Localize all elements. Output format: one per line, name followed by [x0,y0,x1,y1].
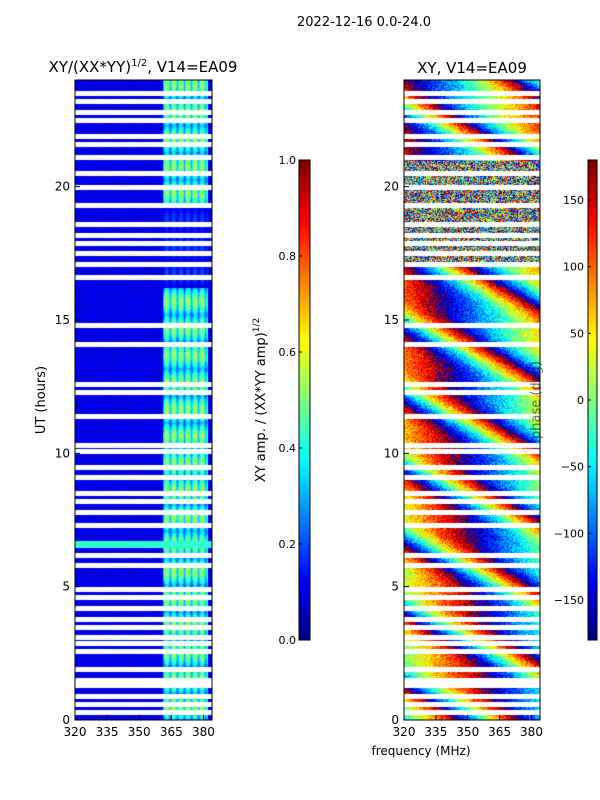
x-tick-label: 380 [520,725,543,739]
figure-title: 2022-12-16 0.0-24.0 [297,15,431,30]
y-tick-label: 0 [391,713,399,727]
x-axis-label: frequency (MHz) [371,744,470,758]
colorbar-tick-label: 100 [563,261,584,274]
phase-plot-frame [403,79,541,721]
y-tick-label: 0 [62,713,70,727]
colorbar-tick-label: −150 [554,594,584,607]
x-tick-label: 380 [192,725,215,739]
colorbar-tick-label: −50 [561,461,584,474]
amplitude-colorbar-label-main: XY amp. / (XX*YY amp) [254,332,269,482]
phase-colorbar-ticks: −150 −100 −50 0 50 100 150 [554,194,591,607]
amplitude-heatmap-container [75,80,212,720]
y-tick-label: 20 [384,180,399,194]
amplitude-colorbar-container [299,160,310,640]
x-tick-label: 335 [424,725,447,739]
y-tick-label: 15 [55,313,70,327]
amplitude-title-exponent: 1/2 [131,58,147,69]
amplitude-panel-title: XY/(XX*YY)1/2, V14=EA09 [49,58,238,76]
amplitude-y-axis-label: UT (hours) [34,366,49,434]
phase-panel-title: XY, V14=EA09 [417,59,527,77]
x-tick-label: 320 [64,725,87,739]
phase-colorbar-container [588,160,597,640]
x-tick-label: 365 [160,725,183,739]
colorbar-tick-label: 0.2 [279,538,297,551]
colorbar-tick-label: 0.4 [279,442,297,455]
amplitude-heatmap [75,80,212,720]
amplitude-colorbar-frame [298,159,311,641]
amplitude-colorbar-gradient [299,160,310,640]
colorbar-tick-label: 150 [563,194,584,207]
y-tick-label: 10 [55,446,70,460]
amplitude-colorbar-label-exponent: 1/2 [252,318,262,332]
amplitude-colorbar-ticks: 0.0 0.2 0.4 0.6 0.8 1.0 [279,154,302,647]
x-tick-label: 335 [96,725,119,739]
y-tick-label: 5 [391,580,399,594]
x-tick-label: 350 [128,725,151,739]
colorbar-tick-label: 0.0 [279,634,297,647]
phase-axes: 320 335 350 365 380 0 5 10 15 20 [384,180,543,739]
colorbar-tick-label: −100 [554,527,584,540]
amplitude-colorbar-label: XY amp. / (XX*YY amp)1/2 [252,318,269,482]
amplitude-title-main: XY/(XX*YY) [49,58,132,76]
phase-heatmap [404,80,540,720]
colorbar-tick-label: 0.6 [279,346,297,359]
y-tick-label: 10 [384,446,399,460]
phase-panel: XY, V14=EA09 320 335 350 365 380 0 5 10 15 20 [384,59,543,739]
x-tick-label: 350 [456,725,479,739]
amplitude-title-suffix: , V14=EA09 [147,58,237,76]
y-tick-label: 20 [55,180,70,194]
y-tick-label: 5 [62,580,70,594]
phase-colorbar-label: phase (deg) [529,361,544,439]
x-tick-label: 365 [488,725,511,739]
y-tick-label: 15 [384,313,399,327]
colorbar-tick-label: 1.0 [279,154,297,167]
phase-heatmap-container [404,80,540,720]
colorbar-tick-label: 0.8 [279,250,297,263]
colorbar-tick-label: 0 [577,394,584,407]
amplitude-axes: 320 335 350 365 380 0 5 10 15 20 [55,180,215,739]
amplitude-plot-frame [74,79,213,721]
phase-colorbar-gradient [588,160,597,640]
phase-colorbar: −150 −100 −50 0 50 100 150 phase (deg) [529,159,598,641]
x-tick-label: 320 [393,725,416,739]
amplitude-colorbar: 0.0 0.2 0.4 0.6 0.8 1.0 XY amp. / (XX*YY amp)… [252,154,311,647]
colorbar-tick-label: 50 [570,327,584,340]
amplitude-panel: XY/(XX*YY)1/2, V14=EA09 320 335 350 365 380 0… [34,58,237,739]
